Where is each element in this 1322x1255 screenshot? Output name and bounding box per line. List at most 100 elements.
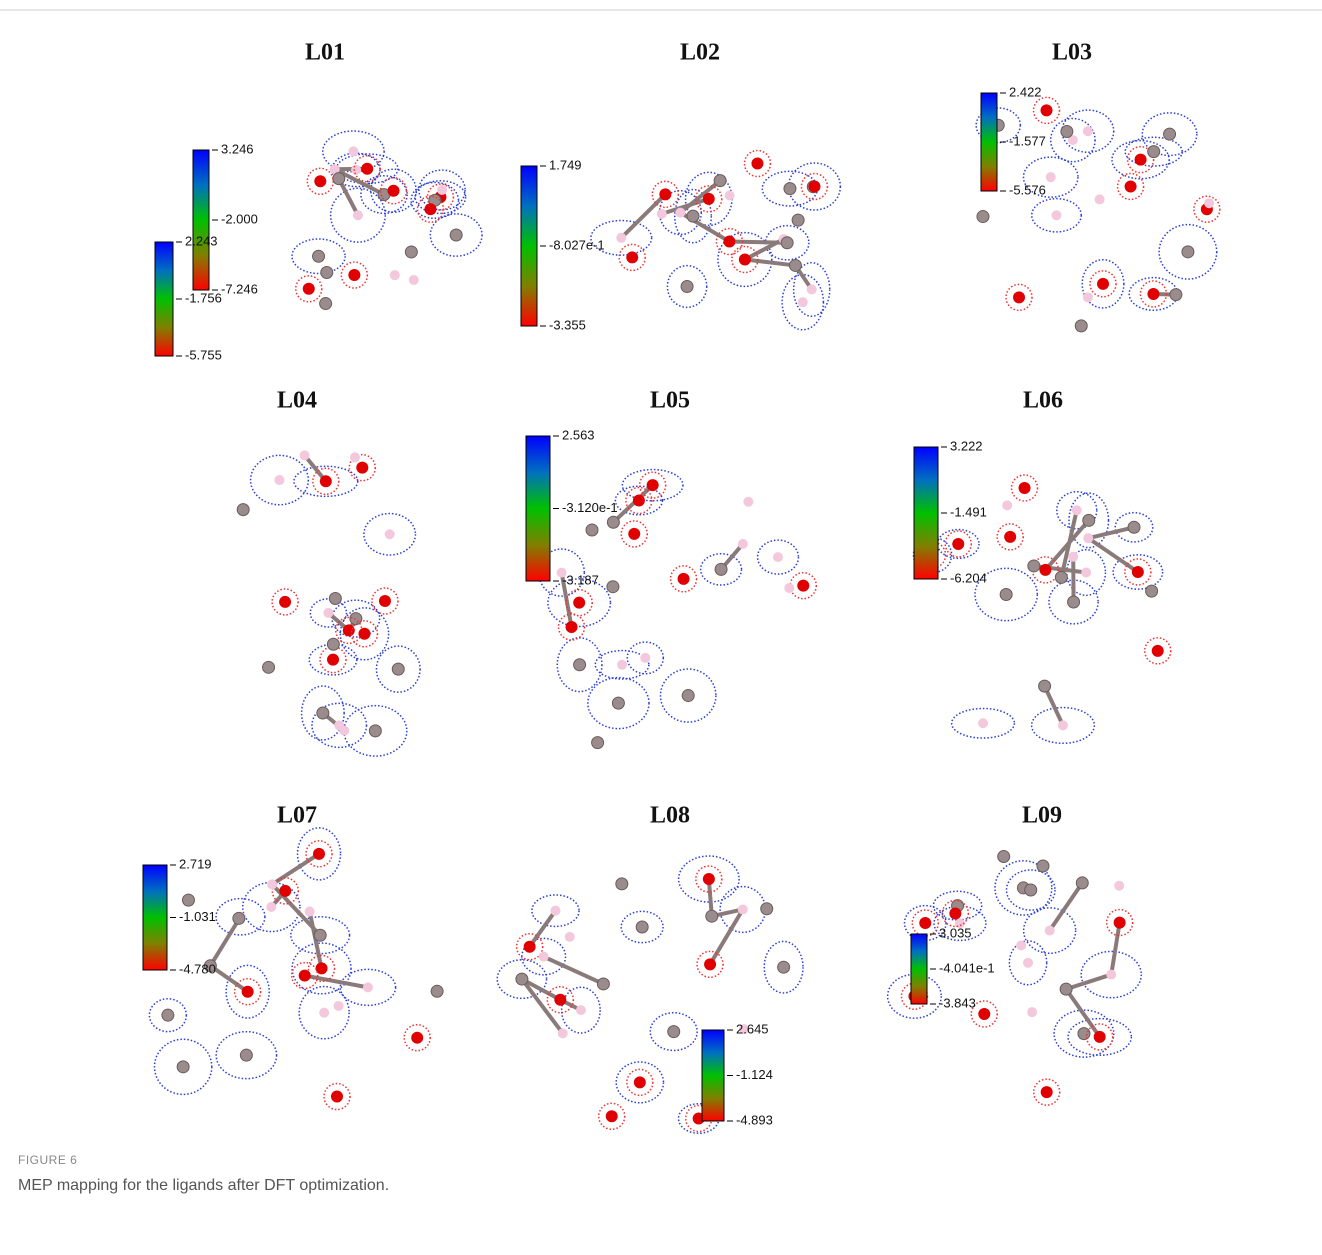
carbon-atom <box>778 961 790 973</box>
oxygen-atom <box>1013 291 1025 303</box>
hydrogen-atom <box>558 1028 568 1038</box>
oxygen-atom <box>1041 1086 1053 1098</box>
hydrogen-atom <box>1002 500 1012 510</box>
oxygen-atom <box>808 181 820 193</box>
oxygen-atom <box>919 917 931 929</box>
carbon-atom <box>369 725 381 737</box>
oxygen-atom <box>606 1110 618 1122</box>
panel-title: L03 <box>1052 40 1092 66</box>
hydrogen-atom <box>409 275 419 285</box>
colorbar <box>981 93 997 191</box>
carbon-atom <box>1182 246 1194 258</box>
colorbar-label: 1.749 <box>549 157 582 172</box>
carbon-atom <box>350 613 362 625</box>
carbon-atom <box>681 281 693 293</box>
carbon-atom <box>329 593 341 605</box>
carbon-atom <box>574 659 586 671</box>
bond <box>1066 975 1111 990</box>
colorbar-label: -1.756 <box>185 290 222 305</box>
panel-title: L01 <box>305 40 345 66</box>
carbon-atom <box>233 912 245 924</box>
carbon-atom <box>1028 560 1040 572</box>
hydrogen-atom <box>1204 198 1214 208</box>
carbon-atom <box>1025 884 1037 896</box>
oxygen-atom <box>343 624 355 636</box>
oxygen-atom <box>411 1032 423 1044</box>
carbon-atom <box>616 878 628 890</box>
hydrogen-atom <box>1083 292 1093 302</box>
colorbar-label: -3.843 <box>939 995 976 1010</box>
carbon-atom <box>1078 1028 1090 1040</box>
oxygen-atom <box>1004 531 1016 543</box>
panel-title: L08 <box>650 803 690 829</box>
hydrogen-atom <box>351 165 361 175</box>
oxygen-atom <box>1039 564 1051 576</box>
carbon-atom <box>327 638 339 650</box>
hydrogen-atom <box>1081 568 1091 578</box>
oxygen-atom <box>356 462 368 474</box>
colorbar-label: 2.243 <box>185 233 218 248</box>
bond <box>544 957 604 984</box>
bond <box>210 966 247 992</box>
oxygen-atom <box>424 203 436 215</box>
colorbar <box>143 865 167 970</box>
bond <box>745 259 796 265</box>
colorbar-label: -4.041e-1 <box>939 960 995 975</box>
oxygen-atom <box>331 1091 343 1103</box>
oxygen-atom <box>1041 104 1053 116</box>
carbon-atom <box>1128 521 1140 533</box>
oxygen-atom <box>704 958 716 970</box>
hydrogen-atom <box>1106 970 1116 980</box>
bond <box>272 854 319 885</box>
oxygen-atom <box>358 628 370 640</box>
panel-title: L02 <box>680 40 720 66</box>
oxygen-atom <box>1019 482 1031 494</box>
hydrogen-atom <box>616 233 626 243</box>
bond <box>1111 923 1119 975</box>
carbon-atom <box>1170 289 1182 301</box>
page: L013.246-2.000-7.246L021.749-8.027e-1-3.… <box>0 0 1322 1250</box>
hydrogen-atom <box>323 608 333 618</box>
oxygen-atom <box>314 175 326 187</box>
colorbar-label: -3.187 <box>562 572 599 587</box>
oxygen-atom <box>1097 278 1109 290</box>
bond <box>613 485 652 522</box>
colorbar <box>193 150 209 290</box>
carbon-atom <box>1055 571 1067 583</box>
oxygen-atom <box>678 573 690 585</box>
carbon-atom <box>320 298 332 310</box>
colorbar <box>914 447 938 579</box>
colorbar <box>526 436 550 581</box>
colorbar-label: -1.491 <box>950 504 987 519</box>
colorbar-label: 2.563 <box>562 427 595 442</box>
colorbar-label: -1.577 <box>1009 133 1046 148</box>
oxygen-atom <box>628 528 640 540</box>
figure-caption: MEP mapping for the ligands after DFT op… <box>18 1177 389 1194</box>
carbon-atom <box>592 737 604 749</box>
hydrogen-atom <box>617 660 627 670</box>
carbon-atom <box>1148 146 1160 158</box>
panel-title: L09 <box>1022 803 1062 829</box>
figure: L013.246-2.000-7.246L021.749-8.027e-1-3.… <box>0 0 1322 1250</box>
oxygen-atom <box>388 185 400 197</box>
oxygen-atom <box>1147 288 1159 300</box>
carbon-atom <box>687 210 699 222</box>
oxygen-atom <box>797 580 809 592</box>
carbon-atom <box>263 661 275 673</box>
hydrogen-atom <box>334 720 344 730</box>
carbon-atom <box>177 1061 189 1073</box>
hydrogen-atom <box>1023 958 1033 968</box>
hydrogen-atom <box>539 952 549 962</box>
carbon-atom <box>516 973 528 985</box>
carbon-atom <box>333 173 345 185</box>
oxygen-atom <box>949 907 961 919</box>
oxygen-atom <box>739 253 751 265</box>
hydrogen-atom <box>1046 172 1056 182</box>
hydrogen-atom <box>798 297 808 307</box>
colorbar-label: 3.222 <box>950 438 983 453</box>
figure-label: FIGURE 6 <box>18 1153 77 1167</box>
hydrogen-atom <box>353 210 363 220</box>
carbon-atom <box>1039 680 1051 692</box>
oxygen-atom <box>647 479 659 491</box>
